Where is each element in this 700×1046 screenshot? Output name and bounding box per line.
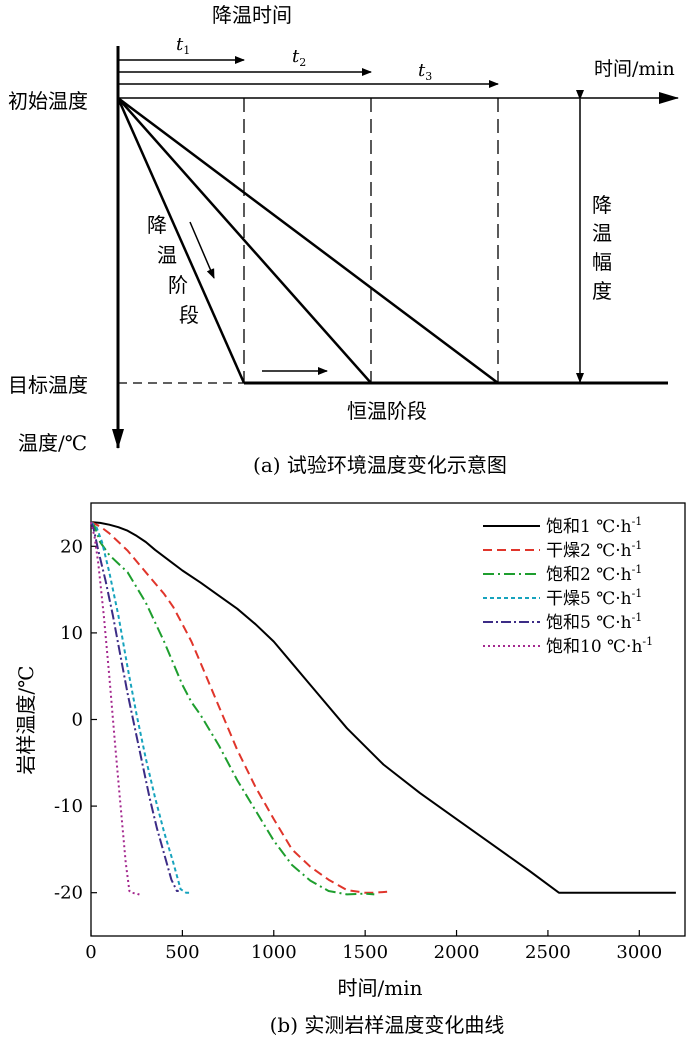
series-line-0 xyxy=(90,521,676,894)
y-tick-label: 0 xyxy=(72,710,83,731)
x-tick-label: 1500 xyxy=(342,942,388,963)
cooling-line-t3 xyxy=(117,97,499,384)
t1-label: t1 xyxy=(176,34,190,57)
panel-b-caption: (b) 实测岩样温度变化曲线 xyxy=(270,1013,505,1037)
x-axis-ticks: 0 500 1000 1500 2000 2500 3000 xyxy=(85,930,662,963)
x-axis-label: 时间/min xyxy=(338,976,423,1000)
x-tick-label: 2000 xyxy=(434,942,480,963)
constant-stage-label: 恒温阶段 xyxy=(347,399,427,423)
cooling-stage-char-4: 段 xyxy=(179,303,199,327)
cooling-range-char-4: 度 xyxy=(592,279,612,303)
x-tick-label: 2500 xyxy=(525,942,571,963)
cooling-time-label: 降温时间 xyxy=(212,3,292,27)
legend-label-3: 干燥5 ℃·h-1 xyxy=(546,587,642,609)
legend-label-0: 饱和1 ℃·h-1 xyxy=(546,515,642,537)
panel-a-caption: (a) 试验环境温度变化示意图 xyxy=(253,453,507,477)
y-axis-ticks: -20 -10 0 10 20 xyxy=(54,536,97,904)
temperature-axis-label: 温度/℃ xyxy=(18,431,87,455)
legend-label-5: 饱和10 ℃·h-1 xyxy=(546,635,653,657)
y-tick-label: -10 xyxy=(54,796,83,817)
x-tick-label: 500 xyxy=(165,942,199,963)
cooling-line-t2 xyxy=(117,97,372,384)
y-tick-label: 20 xyxy=(60,536,83,557)
schematic-panel: 降温时间 t1 t2 t3 时间/min 初始温度 目标温度 温度/℃ 降 xyxy=(8,3,679,477)
x-tick-label: 3000 xyxy=(616,942,662,963)
y-tick-label: 10 xyxy=(60,623,83,644)
cooling-stage-char-1: 降 xyxy=(147,213,167,237)
temperature-chart: -20 -10 0 10 20 0 500 1000 1500 2000 2500 3000 饱和1… xyxy=(14,502,686,1037)
time-axis-label: 时间/min xyxy=(594,58,675,80)
cooling-line-t1 xyxy=(116,97,246,384)
x-tick-label: 0 xyxy=(85,942,96,963)
series-line-2 xyxy=(90,521,375,896)
y-tick-label: -20 xyxy=(54,883,83,904)
series-line-5 xyxy=(90,521,142,897)
target-temperature-label: 目标温度 xyxy=(8,373,88,397)
series-layer xyxy=(90,521,676,897)
y-axis-label: 岩样温度/℃ xyxy=(14,665,38,774)
legend-label-4: 饱和5 ℃·h-1 xyxy=(546,611,642,633)
t2-label: t2 xyxy=(292,46,306,69)
initial-temperature-label: 初始温度 xyxy=(8,89,88,113)
series-line-1 xyxy=(90,521,388,894)
legend-label-2: 饱和2 ℃·h-1 xyxy=(546,563,642,585)
cooling-stage-char-3: 阶 xyxy=(168,273,188,297)
x-tick-label: 1000 xyxy=(251,942,297,963)
series-line-3 xyxy=(90,521,192,894)
legend-label-1: 干燥2 ℃·h-1 xyxy=(546,539,642,561)
cooling-stage-char-2: 温 xyxy=(157,243,177,267)
cooling-direction-arrow xyxy=(189,221,215,279)
series-line-4 xyxy=(90,521,179,892)
cooling-range-char-3: 幅 xyxy=(592,250,612,274)
cooling-range-char-1: 降 xyxy=(592,193,612,217)
cooling-range-char-2: 温 xyxy=(592,221,612,245)
t3-label: t3 xyxy=(418,60,432,83)
